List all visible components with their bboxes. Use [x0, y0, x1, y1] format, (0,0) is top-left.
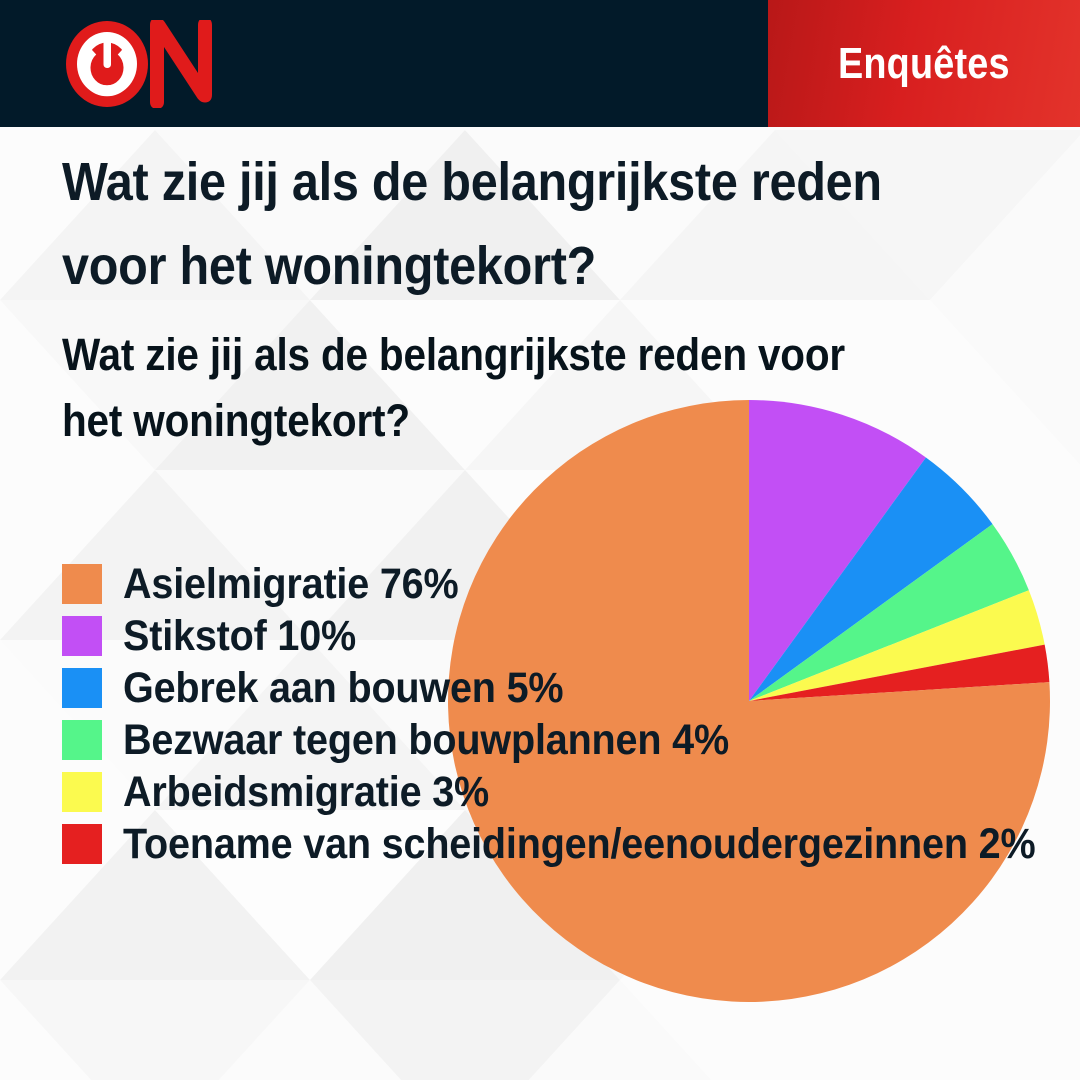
chart-legend: Asielmigratie 76% Stikstof 10% Gebrek aa…: [62, 558, 1080, 870]
legend-swatch-icon: [62, 616, 102, 656]
power-on-logo-icon[interactable]: [64, 20, 234, 108]
legend-swatch-icon: [62, 824, 102, 864]
legend-item[interactable]: Toename van scheidingen/eenoudergezinnen…: [62, 818, 1080, 870]
legend-swatch-icon: [62, 720, 102, 760]
legend-item[interactable]: Bezwaar tegen bouwplannen 4%: [62, 714, 1080, 766]
legend-item-label: Asielmigratie 76%: [123, 560, 459, 608]
legend-item-label: Toename van scheidingen/eenoudergezinnen…: [123, 820, 1036, 868]
legend-item-label: Stikstof 10%: [123, 612, 357, 660]
legend-item-label: Bezwaar tegen bouwplannen 4%: [123, 716, 729, 764]
legend-item[interactable]: Gebrek aan bouwen 5%: [62, 662, 1080, 714]
page-title: Wat zie jij als de belangrijkste reden v…: [62, 152, 882, 296]
legend-item[interactable]: Stikstof 10%: [62, 610, 1080, 662]
category-label: Enquêtes: [838, 38, 1010, 88]
legend-swatch-icon: [62, 564, 102, 604]
legend-item-label: Arbeidsmigratie 3%: [123, 768, 490, 816]
legend-item[interactable]: Asielmigratie 76%: [62, 558, 1080, 610]
legend-item-label: Gebrek aan bouwen 5%: [123, 664, 564, 712]
legend-swatch-icon: [62, 772, 102, 812]
header-bar: Enquêtes: [0, 0, 1080, 127]
title-block: Wat zie jij als de belangrijkste reden v…: [62, 140, 1002, 454]
header-category-panel: Enquêtes: [768, 0, 1080, 127]
legend-swatch-icon: [62, 668, 102, 708]
header-left-panel: [0, 0, 768, 127]
page-subtitle: Wat zie jij als de belangrijkste reden v…: [62, 329, 845, 446]
legend-item[interactable]: Arbeidsmigratie 3%: [62, 766, 1080, 818]
